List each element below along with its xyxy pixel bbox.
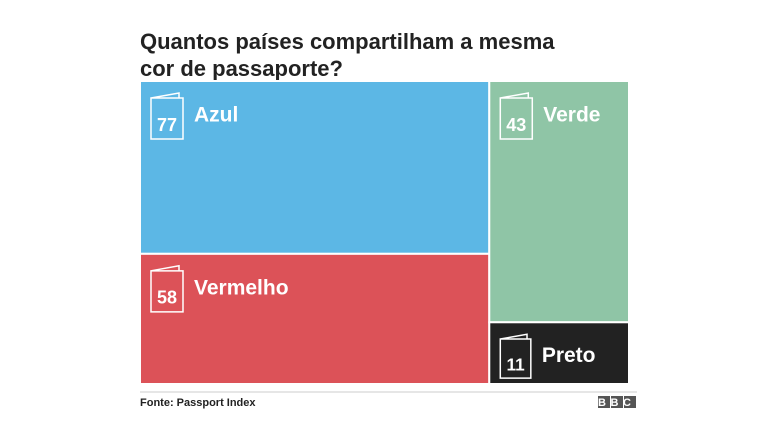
passport-icon (499, 92, 534, 140)
value-label: 58 (157, 288, 177, 308)
category-label: Verde (543, 104, 600, 127)
value-label: 43 (506, 115, 526, 135)
passport-icon (150, 92, 184, 140)
logo: BBC (598, 397, 636, 409)
category-label: Vermelho (194, 276, 289, 299)
value-label: 77 (157, 115, 177, 135)
tile (139, 80, 491, 255)
category-label: Preto (542, 344, 596, 367)
passport-icon (150, 264, 184, 313)
passport-icon (499, 333, 532, 379)
logo-box (611, 396, 623, 408)
tile (488, 80, 630, 324)
chart-title: cor de passaporte? (140, 56, 343, 81)
value-label: 11 (506, 354, 525, 374)
source: Fonte: Passport Index (140, 397, 256, 409)
category-label: Azul (194, 104, 238, 127)
tile (488, 321, 630, 385)
logo-box (624, 396, 636, 408)
logo-box (598, 396, 610, 408)
tile (139, 252, 491, 385)
chart-title: Quantos países compartilham a mesma (140, 29, 555, 54)
